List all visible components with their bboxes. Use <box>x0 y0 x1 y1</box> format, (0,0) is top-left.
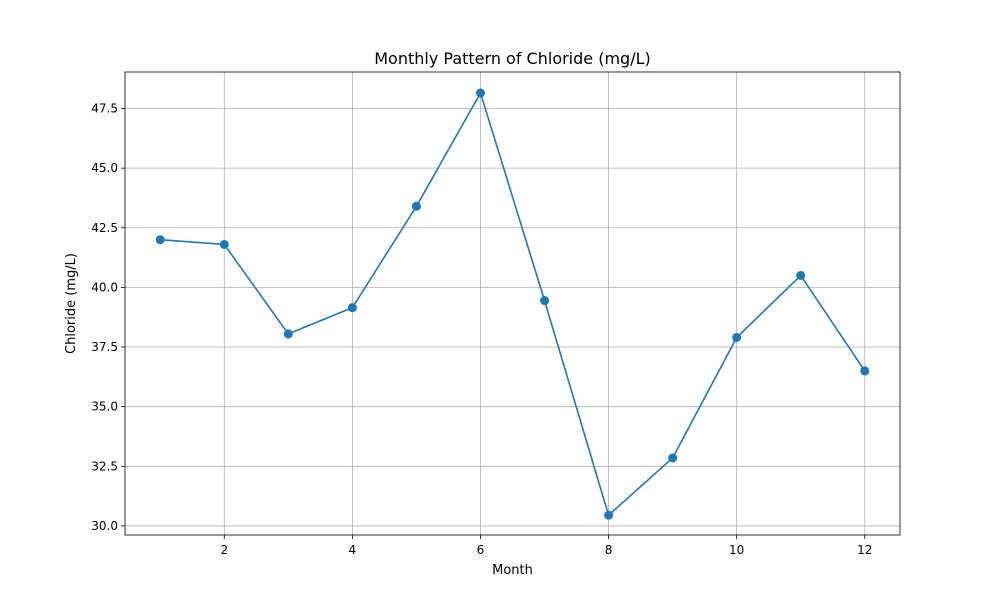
chart-title: Monthly Pattern of Chloride (mg/L) <box>374 49 651 68</box>
data-point-0-2 <box>283 329 293 339</box>
x-tick-label-5: 12 <box>857 543 872 557</box>
x-tick-label-0: 2 <box>220 543 228 557</box>
x-tick-label-3: 8 <box>605 543 613 557</box>
plot-background <box>125 72 900 535</box>
data-point-0-10 <box>796 270 806 280</box>
y-tick-label-6: 45.0 <box>91 161 118 175</box>
data-point-0-4 <box>411 201 421 211</box>
y-tick-label-7: 47.5 <box>91 101 118 115</box>
plot-frame <box>124 71 901 536</box>
x-axis-ticks: 2 4 6 8 10 12 <box>220 535 872 557</box>
y-axis-label: Chloride (mg/L) <box>64 253 79 354</box>
x-axis-label: Month <box>492 563 533 578</box>
x-tick-label-2: 6 <box>477 543 485 557</box>
y-tick-label-3: 37.5 <box>91 340 118 354</box>
y-tick-label-5: 42.5 <box>91 221 118 235</box>
x-tick-label-4: 10 <box>729 543 744 557</box>
data-point-0-7 <box>604 510 614 520</box>
data-point-0-8 <box>668 453 678 463</box>
series-line-0 <box>160 92 866 517</box>
y-tick-label-4: 40.0 <box>91 280 118 294</box>
data-point-0-3 <box>347 303 357 313</box>
data-point-0-1 <box>219 239 229 249</box>
y-tick-label-0: 30.0 <box>91 519 118 533</box>
data-point-0-9 <box>732 332 742 342</box>
y-tick-label-2: 35.0 <box>91 400 118 414</box>
series-layer <box>155 88 870 520</box>
data-point-0-6 <box>540 296 550 306</box>
data-point-0-0 <box>155 235 165 245</box>
grid <box>125 72 900 535</box>
y-tick-label-1: 32.5 <box>91 459 118 473</box>
data-point-0-5 <box>475 88 485 98</box>
x-tick-label-1: 4 <box>349 543 357 557</box>
y-axis-ticks: 30.0 32.5 35.0 37.5 40.0 42.5 45.0 47.5 <box>91 101 125 533</box>
data-point-0-11 <box>860 366 870 376</box>
